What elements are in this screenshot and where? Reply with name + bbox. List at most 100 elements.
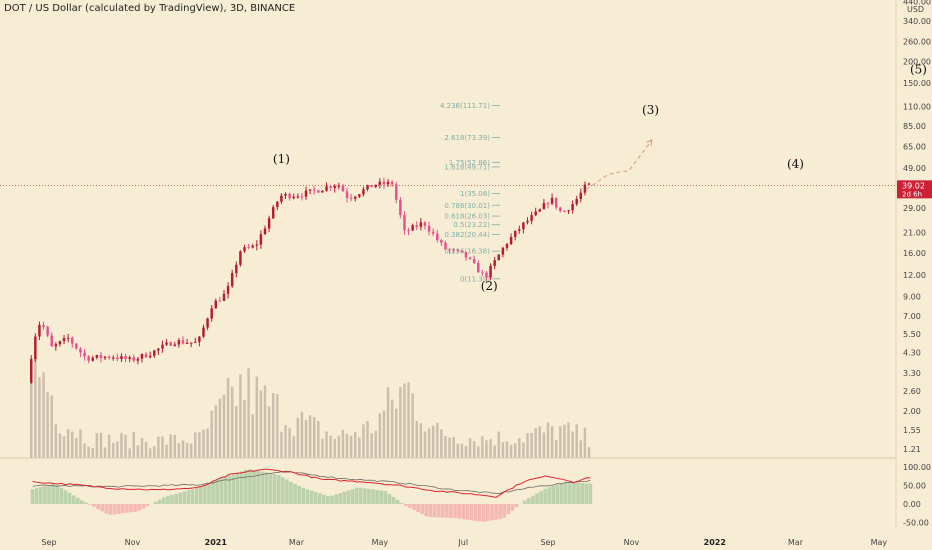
time-tick-label: Nov <box>125 538 141 547</box>
candle-body <box>280 195 283 202</box>
candle-body <box>526 220 529 223</box>
price-tick-label: 85.00 <box>903 122 926 131</box>
volume-bar <box>189 443 193 458</box>
candle <box>530 211 533 225</box>
oscillator-bar <box>157 499 162 504</box>
price-tick-label: 16.00 <box>903 249 926 258</box>
candle <box>534 207 537 217</box>
time-axis[interactable]: Sep Nov 2021 Mar May Jul Sep Nov 2022 Mar May <box>41 538 887 547</box>
fib-label: 0.786(30.01) <box>444 202 490 210</box>
volume-bar <box>50 395 53 458</box>
volume-bar <box>513 443 517 458</box>
candle-body <box>103 356 107 359</box>
candle <box>407 227 410 236</box>
volume-bar <box>99 432 103 458</box>
oscillator-bar <box>416 504 420 513</box>
currency-label: USD <box>907 5 924 14</box>
candle <box>505 243 509 251</box>
volume-bar <box>538 426 542 458</box>
candle <box>214 298 218 309</box>
oscillator-bar <box>580 482 585 504</box>
candle-body <box>436 233 439 241</box>
candle-body <box>354 196 357 199</box>
candle-body <box>395 184 398 200</box>
volume-bar <box>550 426 554 458</box>
oscillator-bar <box>137 504 142 511</box>
candle <box>124 353 127 363</box>
oscillator-bar <box>211 481 215 504</box>
candle-body <box>390 181 394 185</box>
candle-body <box>181 340 185 344</box>
price-axis[interactable]: 1.21 1.55 2.00 2.60 3.30 4.30 5.50 7.00 9.00 12.0… <box>895 0 931 530</box>
candle <box>79 347 82 357</box>
volume-bar <box>440 429 443 458</box>
oscillator-bar <box>51 483 55 504</box>
volume-bars <box>29 358 591 458</box>
oscillator-bar <box>387 494 392 504</box>
volume-bar <box>42 372 45 458</box>
candle-body <box>513 230 517 238</box>
oscillator-bar <box>334 494 338 504</box>
oscillator-bar <box>223 476 228 504</box>
oscillator-bar <box>235 472 240 504</box>
candle-body <box>312 189 316 191</box>
oscillator-bar <box>362 488 367 504</box>
volume-bar <box>206 428 209 458</box>
candle <box>567 209 570 214</box>
price-tick-label: 340.00 <box>903 17 931 26</box>
oscillator-bar <box>305 489 310 504</box>
volume-bar <box>198 432 201 458</box>
oscillator-bar <box>47 485 51 504</box>
volume-bar <box>526 433 529 458</box>
candle <box>202 324 205 338</box>
candle <box>427 221 431 236</box>
candle-body <box>87 356 90 361</box>
candle <box>559 206 562 213</box>
oscillator-bar <box>276 475 281 504</box>
candle-body <box>399 199 402 216</box>
candle-body <box>243 247 246 252</box>
candle-body <box>325 186 328 191</box>
oscillator-bar <box>563 482 568 504</box>
volume-bar <box>325 431 328 458</box>
oscillator-bar <box>198 486 203 504</box>
candle-body <box>120 356 123 360</box>
fib-label: 0(11.39) <box>460 275 490 283</box>
oscillator-bar <box>141 504 146 509</box>
candle-body <box>575 198 578 205</box>
candle <box>304 186 308 200</box>
oscillator-bar <box>490 504 494 521</box>
oscillator-bar <box>568 482 572 504</box>
candle <box>177 337 181 348</box>
oscillator-bar <box>227 475 232 504</box>
candle <box>587 182 591 185</box>
oscillator-bar <box>63 490 68 504</box>
candle <box>38 321 41 340</box>
oscillator-bar <box>428 504 433 518</box>
candle <box>107 355 111 360</box>
oscillator-bar <box>244 469 248 504</box>
candle <box>42 321 45 330</box>
volume-bar <box>370 433 373 458</box>
volume-bar <box>530 432 533 458</box>
volume-bar <box>518 438 521 458</box>
oscillator-bar <box>539 491 543 504</box>
candle-body <box>403 215 406 231</box>
candle <box>144 352 148 359</box>
oscillator-bar <box>412 504 416 511</box>
candle <box>103 356 107 360</box>
price-tick-label: 110.00 <box>903 103 931 112</box>
candle-body <box>38 324 41 337</box>
oscillator-bar <box>289 481 293 504</box>
candle-body <box>271 207 275 219</box>
candle-body <box>99 355 103 359</box>
oscillator-bar <box>469 504 474 521</box>
oscillator-bar <box>285 479 289 504</box>
candle-body <box>349 197 353 199</box>
oscillator-bar <box>43 486 47 504</box>
candle-body <box>46 326 49 336</box>
candle-body <box>419 222 423 227</box>
oscillator-bar <box>399 502 404 504</box>
candle-body <box>218 300 222 302</box>
